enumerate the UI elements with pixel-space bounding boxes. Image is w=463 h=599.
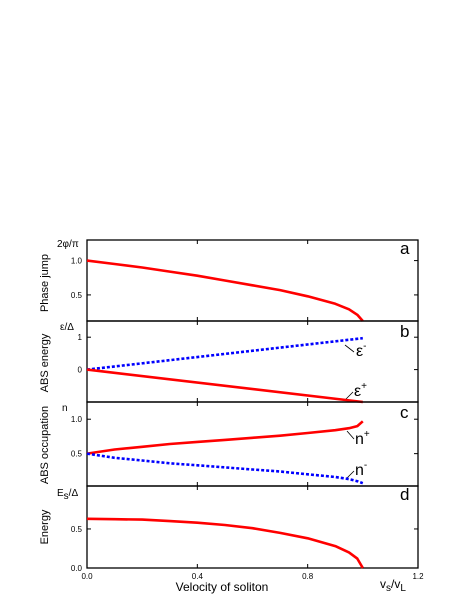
panel-d-label: d <box>400 485 409 504</box>
unit-slash-v: /v <box>391 577 400 591</box>
y-tick-label: 1 <box>78 333 83 342</box>
x-axis-label: Velocity of soliton <box>176 580 269 594</box>
epsilon-plus-superscript: + <box>361 381 367 392</box>
y-tick-label: 0 <box>78 366 83 375</box>
x-tick-label: 0.8 <box>302 572 314 581</box>
epsilon-symbol: ε <box>354 383 361 400</box>
n-plus-annotation: n+ <box>355 429 370 448</box>
epsilon-plus-leader-line <box>344 391 354 401</box>
unit-E-tail: /Δ <box>69 488 79 499</box>
x-tick-label: 0.4 <box>192 572 204 581</box>
y-tick-label: 0.0 <box>71 564 83 573</box>
panel-a-label: a <box>400 239 410 258</box>
x-axis-unit-label: vs/vL <box>380 577 406 594</box>
unit-s-subscript: s <box>386 583 391 594</box>
epsilon-plus-annotation: ε+ <box>354 381 367 400</box>
y-tick-label: 1.0 <box>71 415 83 424</box>
panel-d: 0.0 0.5 <box>71 485 419 573</box>
panel-frame <box>86 401 419 487</box>
epsilon-symbol: ε <box>356 343 363 360</box>
panel-b-y-axis-label: ABS energy <box>39 333 51 392</box>
epsilon-minus-annotation: ε- <box>356 341 366 360</box>
series-line <box>86 259 364 322</box>
series-line-n-minus <box>86 452 364 485</box>
panel-b-label: b <box>400 322 409 341</box>
unit-L-subscript: L <box>400 583 406 594</box>
epsilon-minus-leader-line <box>344 344 355 353</box>
epsilon-minus-superscript: - <box>363 341 366 352</box>
panel-frame <box>86 239 419 322</box>
y-tick-label: 0.5 <box>71 291 83 300</box>
n-plus-superscript: + <box>364 429 370 440</box>
series-line <box>86 517 364 569</box>
panel-b-unit-label: ε/Δ <box>60 322 74 333</box>
n-symbol: n <box>355 431 364 448</box>
n-minus-leader-line <box>346 470 355 479</box>
panel-a: 0.5 1.0 <box>71 239 419 322</box>
x-tick-label: 1.2 <box>412 572 424 581</box>
panel-c-label: c <box>400 403 409 422</box>
n-symbol: n <box>355 462 364 479</box>
n-minus-annotation: n- <box>355 460 367 479</box>
panel-a-y-axis-label: Phase jump <box>39 254 51 312</box>
series-line--plus <box>86 368 363 404</box>
unit-v: v <box>380 577 386 591</box>
unit-E: E <box>57 488 64 499</box>
n-plus-leader-line <box>346 430 355 440</box>
series-line-n-plus <box>86 420 364 455</box>
x-tick-label: 0.0 <box>81 572 93 581</box>
unit-E-subscript: s <box>64 491 69 502</box>
panel-b: 01 <box>78 320 419 404</box>
y-tick-label: 1.0 <box>71 257 83 266</box>
y-tick-label: 0.5 <box>71 450 83 459</box>
y-tick-label: 0.5 <box>71 525 83 534</box>
x-axis: 0.0 0.4 0.8 1.2 Velocity of soliton vs/v… <box>81 572 424 594</box>
panel-a-unit-label: 2φ/π <box>57 239 79 250</box>
panel-d-y-axis-label: Energy <box>39 509 51 544</box>
panel-c: 0.5 1.0 <box>71 401 419 487</box>
panel-frame <box>86 485 419 569</box>
panel-c-y-axis-label: ABS occupation <box>39 406 51 484</box>
series-line--minus <box>86 336 363 371</box>
panel-c-unit-label: n <box>62 403 68 414</box>
n-minus-superscript: - <box>364 460 367 471</box>
panel-d-unit-label: Es/Δ <box>57 488 78 502</box>
